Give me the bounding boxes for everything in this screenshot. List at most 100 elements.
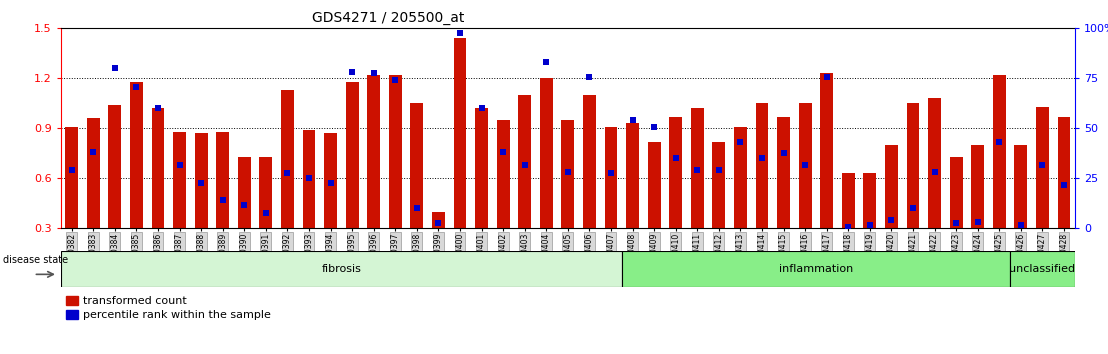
Point (797, 162, 814, 168)
Point (343, 69, 361, 74)
Bar (756, 103, 769, 228)
Bar (519, 95, 531, 228)
Bar (540, 78, 553, 228)
FancyBboxPatch shape (61, 251, 622, 287)
Bar (712, 142, 726, 228)
Point (278, 171, 296, 176)
Bar (648, 142, 660, 228)
Bar (496, 120, 510, 228)
Point (127, 84, 145, 90)
Bar (605, 127, 617, 228)
Bar (690, 108, 704, 228)
Bar (733, 127, 747, 228)
Point (106, 65, 124, 71)
FancyBboxPatch shape (1010, 251, 1075, 287)
Point (581, 74, 598, 80)
Point (1012, 222, 1029, 228)
Bar (562, 120, 574, 228)
FancyBboxPatch shape (622, 251, 1009, 287)
Text: fibrosis: fibrosis (321, 264, 361, 274)
Point (1055, 182, 1073, 188)
Point (473, 105, 491, 111)
Point (731, 139, 749, 144)
Point (558, 169, 576, 175)
Bar (281, 90, 294, 228)
Point (991, 139, 1008, 144)
Bar (906, 103, 920, 228)
Bar (993, 75, 1006, 228)
Bar (972, 145, 984, 228)
Bar (1057, 117, 1070, 228)
Point (171, 162, 188, 168)
Point (1034, 162, 1051, 168)
Bar (777, 117, 790, 228)
Bar (453, 38, 466, 228)
Point (667, 155, 685, 161)
Point (840, 224, 858, 229)
Bar (885, 145, 897, 228)
Bar (259, 157, 273, 228)
Bar (410, 103, 423, 228)
Bar (669, 117, 683, 228)
Bar (626, 123, 639, 228)
Bar (367, 75, 380, 228)
Bar (929, 98, 941, 228)
Point (602, 171, 619, 176)
Point (968, 219, 986, 224)
Text: inflammation: inflammation (779, 264, 853, 274)
Point (150, 105, 167, 111)
Bar (432, 212, 445, 228)
Point (516, 162, 534, 168)
Bar (389, 75, 402, 228)
Point (818, 74, 835, 80)
Point (710, 167, 728, 173)
Point (537, 59, 555, 64)
Point (193, 181, 211, 186)
Bar (109, 105, 122, 228)
Point (904, 205, 922, 211)
Point (861, 222, 879, 228)
Point (387, 77, 404, 83)
Bar (152, 108, 164, 228)
Point (300, 176, 318, 181)
Bar (1036, 107, 1049, 228)
Point (753, 155, 771, 161)
Bar (799, 103, 811, 228)
Bar (302, 130, 316, 228)
Bar (65, 127, 79, 228)
Point (321, 181, 339, 186)
Point (84, 149, 102, 154)
Point (883, 217, 901, 223)
Point (214, 197, 232, 203)
Point (688, 167, 706, 173)
Bar (238, 157, 250, 228)
Bar (325, 133, 337, 228)
Bar (173, 132, 186, 228)
Bar (216, 132, 229, 228)
Bar (820, 73, 833, 228)
Point (624, 117, 642, 123)
Point (365, 70, 382, 76)
Point (63, 167, 81, 173)
Bar (346, 82, 359, 228)
Bar (195, 133, 207, 228)
Point (925, 169, 943, 175)
Point (451, 30, 469, 36)
Point (430, 221, 448, 226)
Point (408, 205, 425, 211)
Point (235, 202, 253, 208)
Text: disease state: disease state (3, 255, 69, 265)
Bar (842, 173, 854, 228)
Point (257, 211, 275, 216)
Bar (863, 173, 876, 228)
Point (774, 150, 792, 156)
Bar (130, 82, 143, 228)
Point (645, 124, 663, 130)
Bar (86, 118, 100, 228)
Bar (475, 108, 488, 228)
Bar (1014, 145, 1027, 228)
Point (494, 149, 512, 154)
Text: GDS4271 / 205500_at: GDS4271 / 205500_at (311, 11, 464, 25)
Point (947, 221, 965, 226)
Text: unclassified: unclassified (1009, 264, 1076, 274)
